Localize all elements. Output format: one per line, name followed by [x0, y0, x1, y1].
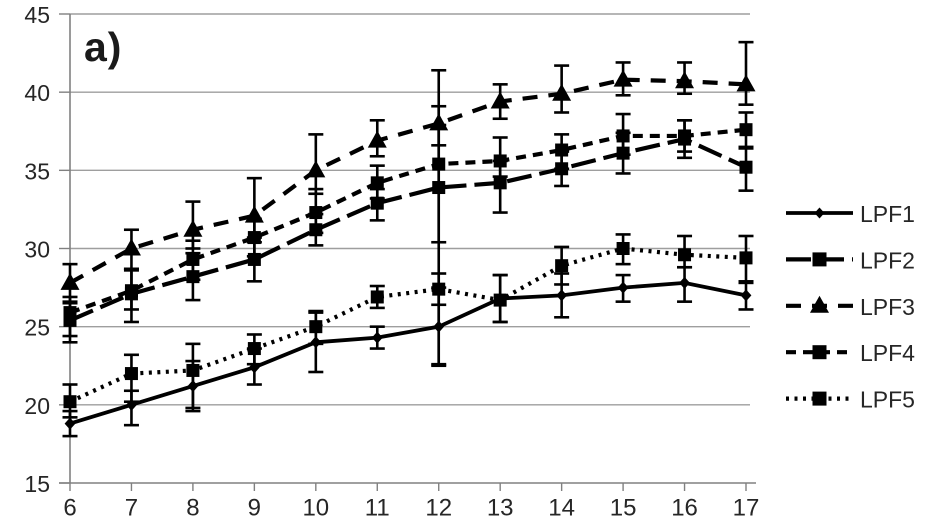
axis-labels: 15 20 25 30 35 40 45 6 7 8 9 10 11 12 13 14 15 16 17	[24, 2, 759, 522]
square-marker	[124, 367, 138, 381]
triangle-marker	[675, 71, 695, 89]
x-axis-label: 10	[302, 495, 329, 522]
diamond-marker	[814, 207, 825, 219]
series-line-LPF4	[69, 127, 747, 315]
diamond-marker	[64, 417, 76, 430]
diamond-marker	[679, 276, 690, 289]
square-marker	[370, 290, 384, 304]
square-marker	[247, 342, 261, 356]
x-axis-label: 17	[733, 495, 760, 522]
x-axis-label: 9	[248, 495, 261, 522]
legend-label: LPF2	[860, 247, 915, 273]
series-LPF4	[62, 68, 754, 338]
square-marker	[616, 242, 630, 255]
diamond-marker	[556, 289, 568, 302]
square-marker	[739, 251, 753, 265]
y-axis-label: 45	[24, 2, 50, 28]
square-marker	[739, 123, 753, 137]
legend-label: LPF3	[860, 294, 915, 320]
triangle-marker	[306, 160, 326, 178]
square-marker	[309, 320, 323, 334]
square-marker	[678, 129, 692, 143]
series-line-LPF2	[69, 136, 747, 323]
square-marker	[309, 206, 323, 220]
square-marker	[63, 306, 77, 320]
square-marker	[186, 363, 200, 377]
square-marker	[678, 248, 692, 262]
triangle-marker	[367, 130, 387, 148]
y-axis-label: 15	[24, 471, 50, 497]
legend-label: LPF4	[860, 340, 915, 366]
axes	[59, 13, 756, 491]
square-marker	[739, 160, 753, 174]
legend-item-LPF5: LPF5	[786, 387, 915, 413]
series-LPF2	[62, 119, 754, 368]
triangle-marker	[490, 91, 510, 109]
y-axis-label: 20	[24, 393, 50, 419]
series-line-LPF1	[69, 280, 747, 426]
square-marker	[616, 129, 630, 143]
square-marker	[370, 176, 384, 190]
x-axis-label: 6	[63, 495, 76, 522]
x-axis-label: 14	[548, 495, 575, 522]
x-axis-label: 8	[186, 495, 199, 522]
square-marker	[812, 345, 827, 360]
legend-item-LPF3: LPF3	[786, 294, 915, 320]
y-axis-label: 25	[24, 315, 50, 341]
x-axis-label: 13	[487, 495, 514, 522]
x-axis-label: 16	[671, 495, 698, 522]
square-marker	[812, 252, 827, 267]
square-marker	[555, 259, 569, 273]
square-marker	[432, 282, 446, 296]
legend-item-LPF4: LPF4	[786, 340, 915, 366]
square-marker	[370, 196, 384, 210]
square-marker	[186, 252, 200, 266]
series-line-LPF5	[69, 246, 747, 404]
triangle-marker	[613, 69, 633, 87]
square-marker	[124, 284, 138, 298]
panel-label: a)	[84, 24, 123, 70]
error-bars-LPF4	[62, 68, 754, 338]
x-axis-label: 7	[125, 495, 138, 522]
x-axis-label: 15	[610, 495, 637, 522]
triangle-marker	[552, 83, 572, 101]
triangle-marker	[183, 219, 203, 237]
square-marker	[63, 395, 77, 409]
x-axis-label: 12	[425, 495, 452, 522]
legend-label: LPF1	[860, 201, 915, 227]
y-axis-label: 30	[24, 237, 50, 263]
gridlines	[70, 13, 750, 406]
triangle-marker	[810, 295, 829, 313]
legend: LPF1 LPF2 LPF3 LPF4 LPF5	[786, 201, 915, 413]
error-bars-LPF2	[62, 119, 754, 368]
legend-label: LPF5	[860, 387, 915, 413]
square-marker	[493, 176, 507, 190]
triangle-marker	[60, 272, 80, 290]
y-axis-label: 40	[24, 80, 50, 106]
series-line-LPF3	[68, 77, 747, 285]
legend-item-LPF2: LPF2	[786, 247, 915, 273]
error-bars-LPF5	[62, 233, 754, 419]
triangle-marker	[121, 238, 141, 256]
square-marker	[432, 157, 446, 171]
diamond-marker	[371, 331, 383, 344]
series-LPF5	[62, 233, 754, 419]
square-marker	[247, 231, 261, 245]
square-marker	[493, 154, 507, 168]
legend-item-LPF1: LPF1	[786, 201, 915, 227]
x-axis-label: 11	[365, 495, 390, 522]
y-axis-label: 35	[24, 158, 50, 184]
diamond-marker	[740, 289, 752, 302]
square-marker	[555, 143, 569, 157]
triangle-marker	[736, 74, 756, 92]
diamond-marker	[617, 281, 629, 294]
square-marker	[493, 293, 507, 307]
square-marker	[812, 391, 827, 406]
